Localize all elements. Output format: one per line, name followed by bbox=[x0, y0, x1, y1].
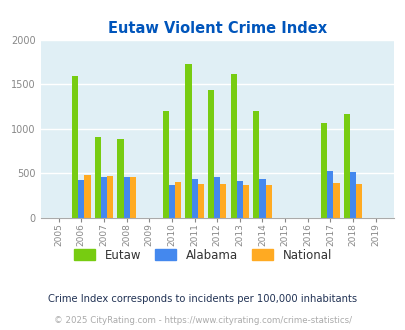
Bar bbox=[123, 177, 129, 218]
Bar bbox=[349, 172, 355, 218]
Bar bbox=[265, 185, 271, 218]
Bar bbox=[326, 171, 333, 218]
Text: © 2025 CityRating.com - https://www.cityrating.com/crime-statistics/: © 2025 CityRating.com - https://www.city… bbox=[54, 316, 351, 325]
Bar bbox=[78, 180, 84, 218]
Bar bbox=[220, 184, 226, 218]
Bar bbox=[207, 90, 213, 218]
Bar bbox=[197, 184, 203, 218]
Bar bbox=[168, 185, 175, 218]
Bar bbox=[213, 177, 220, 218]
Bar bbox=[117, 139, 123, 218]
Legend: Eutaw, Alabama, National: Eutaw, Alabama, National bbox=[69, 244, 336, 266]
Bar bbox=[101, 177, 107, 218]
Bar bbox=[355, 184, 361, 218]
Text: Crime Index corresponds to incidents per 100,000 inhabitants: Crime Index corresponds to incidents per… bbox=[48, 294, 357, 304]
Bar bbox=[333, 183, 339, 218]
Bar bbox=[230, 74, 236, 218]
Bar bbox=[107, 176, 113, 218]
Title: Eutaw Violent Crime Index: Eutaw Violent Crime Index bbox=[107, 21, 326, 36]
Bar bbox=[175, 182, 181, 218]
Bar bbox=[129, 177, 136, 218]
Bar bbox=[162, 111, 168, 218]
Bar bbox=[185, 64, 191, 218]
Bar bbox=[84, 176, 90, 218]
Bar bbox=[72, 76, 78, 218]
Bar bbox=[236, 181, 242, 218]
Bar bbox=[343, 114, 349, 218]
Bar bbox=[242, 185, 248, 218]
Bar bbox=[320, 123, 326, 218]
Bar bbox=[191, 180, 197, 218]
Bar bbox=[253, 111, 259, 218]
Bar bbox=[259, 180, 265, 218]
Bar bbox=[95, 137, 101, 218]
